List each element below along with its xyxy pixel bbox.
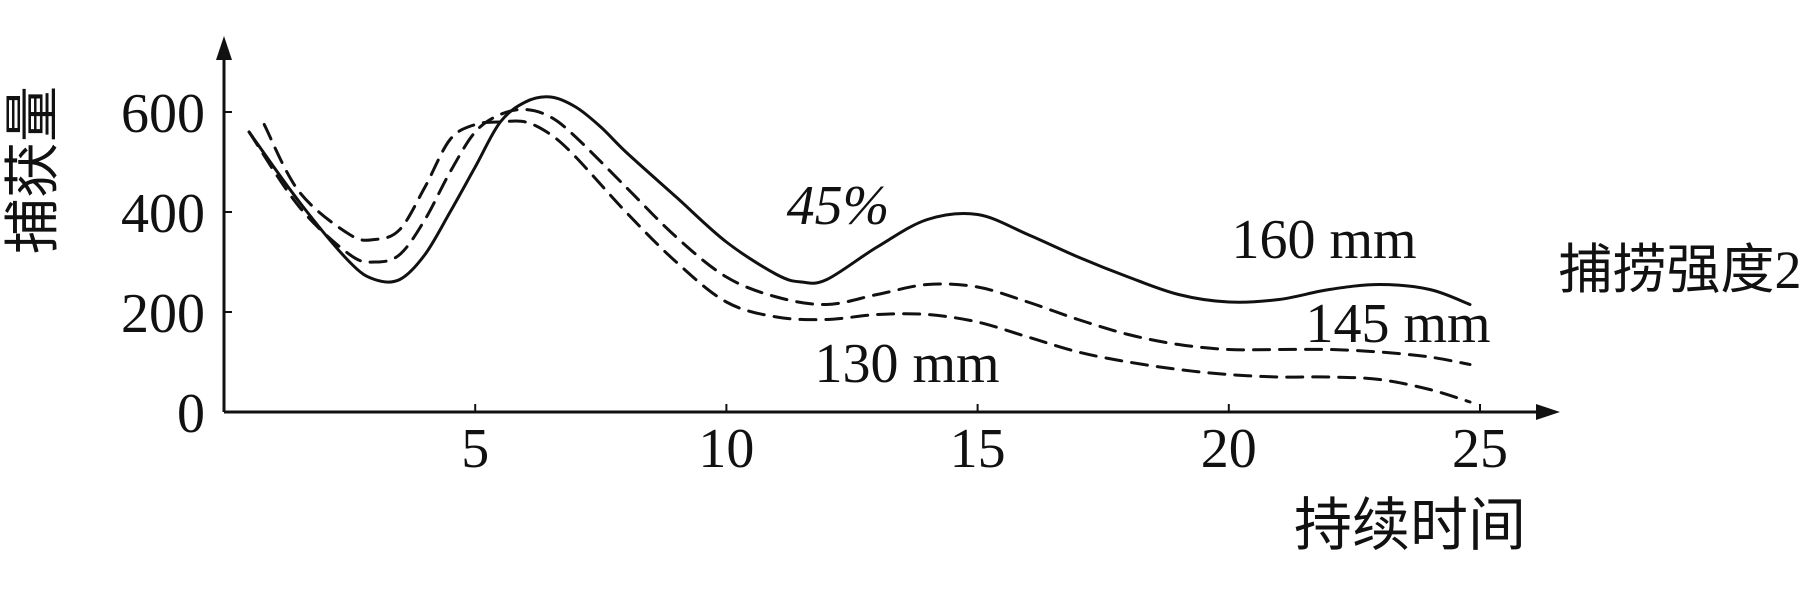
axes: [216, 36, 1560, 420]
x-tick-label: 10: [698, 418, 754, 480]
x-tick-label: 20: [1201, 418, 1257, 480]
x-tick-label: 25: [1452, 418, 1508, 480]
annotation-capture-intensity: 捕捞强度2: [1559, 240, 1802, 300]
y-tick-label: 400: [121, 183, 205, 245]
y-tick-label: 600: [121, 83, 205, 145]
annotation-130-mm: 130 mm: [814, 333, 999, 395]
series-line-145-mm: [247, 107, 1472, 366]
series-line-130-mm: [262, 119, 1472, 404]
x-tick-label: 5: [461, 418, 489, 480]
x-tick-label: 15: [950, 418, 1006, 480]
annotation-45-percent: 45%: [787, 175, 890, 237]
y-ticks: 0 200 400 600: [121, 83, 232, 445]
series-line-160-mm: [247, 95, 1472, 306]
x-ticks: 5 10 15 20 25: [461, 404, 1508, 480]
annotation-160-mm: 160 mm: [1231, 209, 1416, 271]
y-tick-label: 0: [177, 383, 205, 445]
annotation-145-mm: 145 mm: [1305, 293, 1490, 355]
x-axis-label: 持续时间: [1294, 493, 1526, 558]
y-axis-label: 捕获量: [3, 86, 65, 254]
x-axis-arrow: [1536, 404, 1560, 420]
series-lines: [247, 95, 1472, 404]
y-tick-label: 200: [121, 283, 205, 345]
y-axis-arrow: [216, 36, 232, 60]
